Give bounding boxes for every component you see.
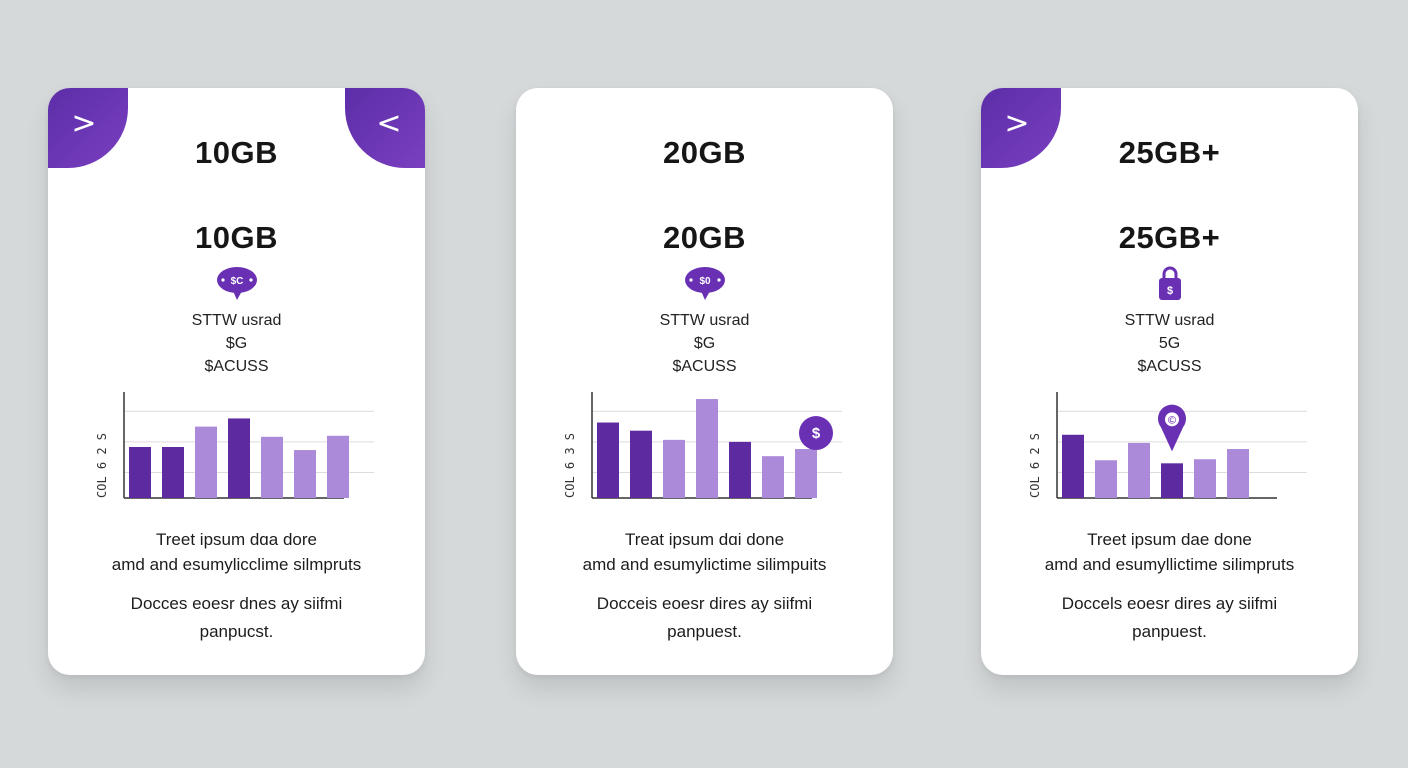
usage-chart: COL 6 2 S xyxy=(92,388,382,508)
plan-line-2: $G xyxy=(225,335,248,352)
lock-icon: $ xyxy=(1148,266,1192,302)
chevron-right-icon: > xyxy=(71,106,97,141)
plan-note-1: Docces eoesr dnes ay siifmi xyxy=(130,594,343,613)
plan-subtitle: 10GB xyxy=(195,220,278,255)
plan-description-2: amd and esumylicclime silmpruts xyxy=(111,555,362,574)
chart-bar xyxy=(1128,442,1150,498)
plan-description-1: Treet ipsum dɑa dore xyxy=(156,530,317,549)
plan-subtitle: 20GB xyxy=(663,220,746,255)
marker-text: $ xyxy=(812,425,821,442)
y-axis-label: COL 6 2 S xyxy=(1028,433,1042,498)
chart-bar xyxy=(1062,434,1084,498)
chart-bar xyxy=(630,430,652,498)
plan-line-2: 5G xyxy=(1158,335,1181,352)
pin-center xyxy=(1165,412,1179,427)
plan-title: 20GB xyxy=(663,135,746,170)
plan-subtitle: 25GB+ xyxy=(1118,220,1221,255)
y-axis-label: COL 6 2 S xyxy=(95,433,109,498)
chart-bar xyxy=(327,435,349,498)
speech-bubble-icon: $C xyxy=(215,266,259,302)
plan-line-3: $ACUSS xyxy=(1137,358,1202,375)
plan-card-10gb[interactable]: > < 10GB 10GB $C STTW usrad $G $ACUSS CO… xyxy=(48,88,425,675)
plan-description-1: Treet ipsum dae done xyxy=(1087,530,1252,549)
chevron-left-icon: < xyxy=(376,106,402,141)
badge-text: $C xyxy=(230,276,243,287)
plan-note-1: Doccels eoesr dires ay siifmi xyxy=(1061,594,1278,613)
chevron-right-icon: > xyxy=(1004,106,1030,141)
chart-bar xyxy=(696,399,718,498)
plan-note-2: panpuest. xyxy=(1132,622,1207,641)
plan-line-2: $G xyxy=(693,335,716,352)
chart-bar xyxy=(228,418,250,498)
plan-title: 25GB+ xyxy=(1118,135,1221,170)
usage-chart: COL 6 3 S $ xyxy=(560,388,850,508)
badge-text: $0 xyxy=(699,276,711,287)
plan-line-3: $ACUSS xyxy=(672,358,737,375)
chart-bar xyxy=(597,422,619,498)
chart-bar xyxy=(1161,463,1183,498)
chart-bar xyxy=(1227,449,1249,498)
chart-bar xyxy=(129,447,151,498)
next-arrow-button[interactable]: > xyxy=(48,88,128,168)
chart-bar xyxy=(762,456,784,498)
chart-bar xyxy=(261,436,283,498)
usage-chart: COL 6 2 S © xyxy=(1025,388,1315,508)
plan-note-2: panpuest. xyxy=(667,622,742,641)
plan-description-2: amd and esumyllictime silimpruts xyxy=(1044,555,1295,574)
plan-note-1: Docceis eoesr dires ay siifmi xyxy=(596,594,813,613)
dollar-circle-icon xyxy=(799,416,833,451)
plan-note-2: panpucst. xyxy=(199,622,274,641)
plan-description-2: amd and esumylictime silimpuits xyxy=(582,555,827,574)
chart-bar xyxy=(162,447,184,498)
plan-line-1: STTW usrad xyxy=(191,312,282,329)
plan-title: 10GB xyxy=(195,135,278,170)
plan-line-1: STTW usrad xyxy=(1124,312,1215,329)
plan-line-3: $ACUSS xyxy=(204,358,269,375)
plan-description-1: Treat ipsum dɑi done xyxy=(624,530,785,549)
location-pin-icon xyxy=(1158,404,1186,452)
badge-text: $ xyxy=(1166,285,1172,297)
chart-bar xyxy=(294,450,316,498)
chart-bar xyxy=(729,441,751,498)
chart-bar xyxy=(795,449,817,498)
marker-text: © xyxy=(1167,413,1178,426)
chart-bar xyxy=(1095,460,1117,498)
y-axis-label: COL 6 3 S xyxy=(563,433,577,498)
speech-bubble-icon: $0 xyxy=(683,266,727,302)
plan-card-20gb[interactable]: 20GB 20GB $0 STTW usrad $G $ACUSS COL 6 … xyxy=(516,88,893,675)
chart-bar xyxy=(1194,459,1216,498)
next-arrow-button[interactable]: > xyxy=(981,88,1061,168)
plan-line-1: STTW usrad xyxy=(659,312,750,329)
chart-bar xyxy=(663,439,685,498)
chart-bar xyxy=(195,426,217,498)
plan-card-25gb[interactable]: > 25GB+ 25GB+ $ STTW usrad 5G $ACUSS COL… xyxy=(981,88,1358,675)
